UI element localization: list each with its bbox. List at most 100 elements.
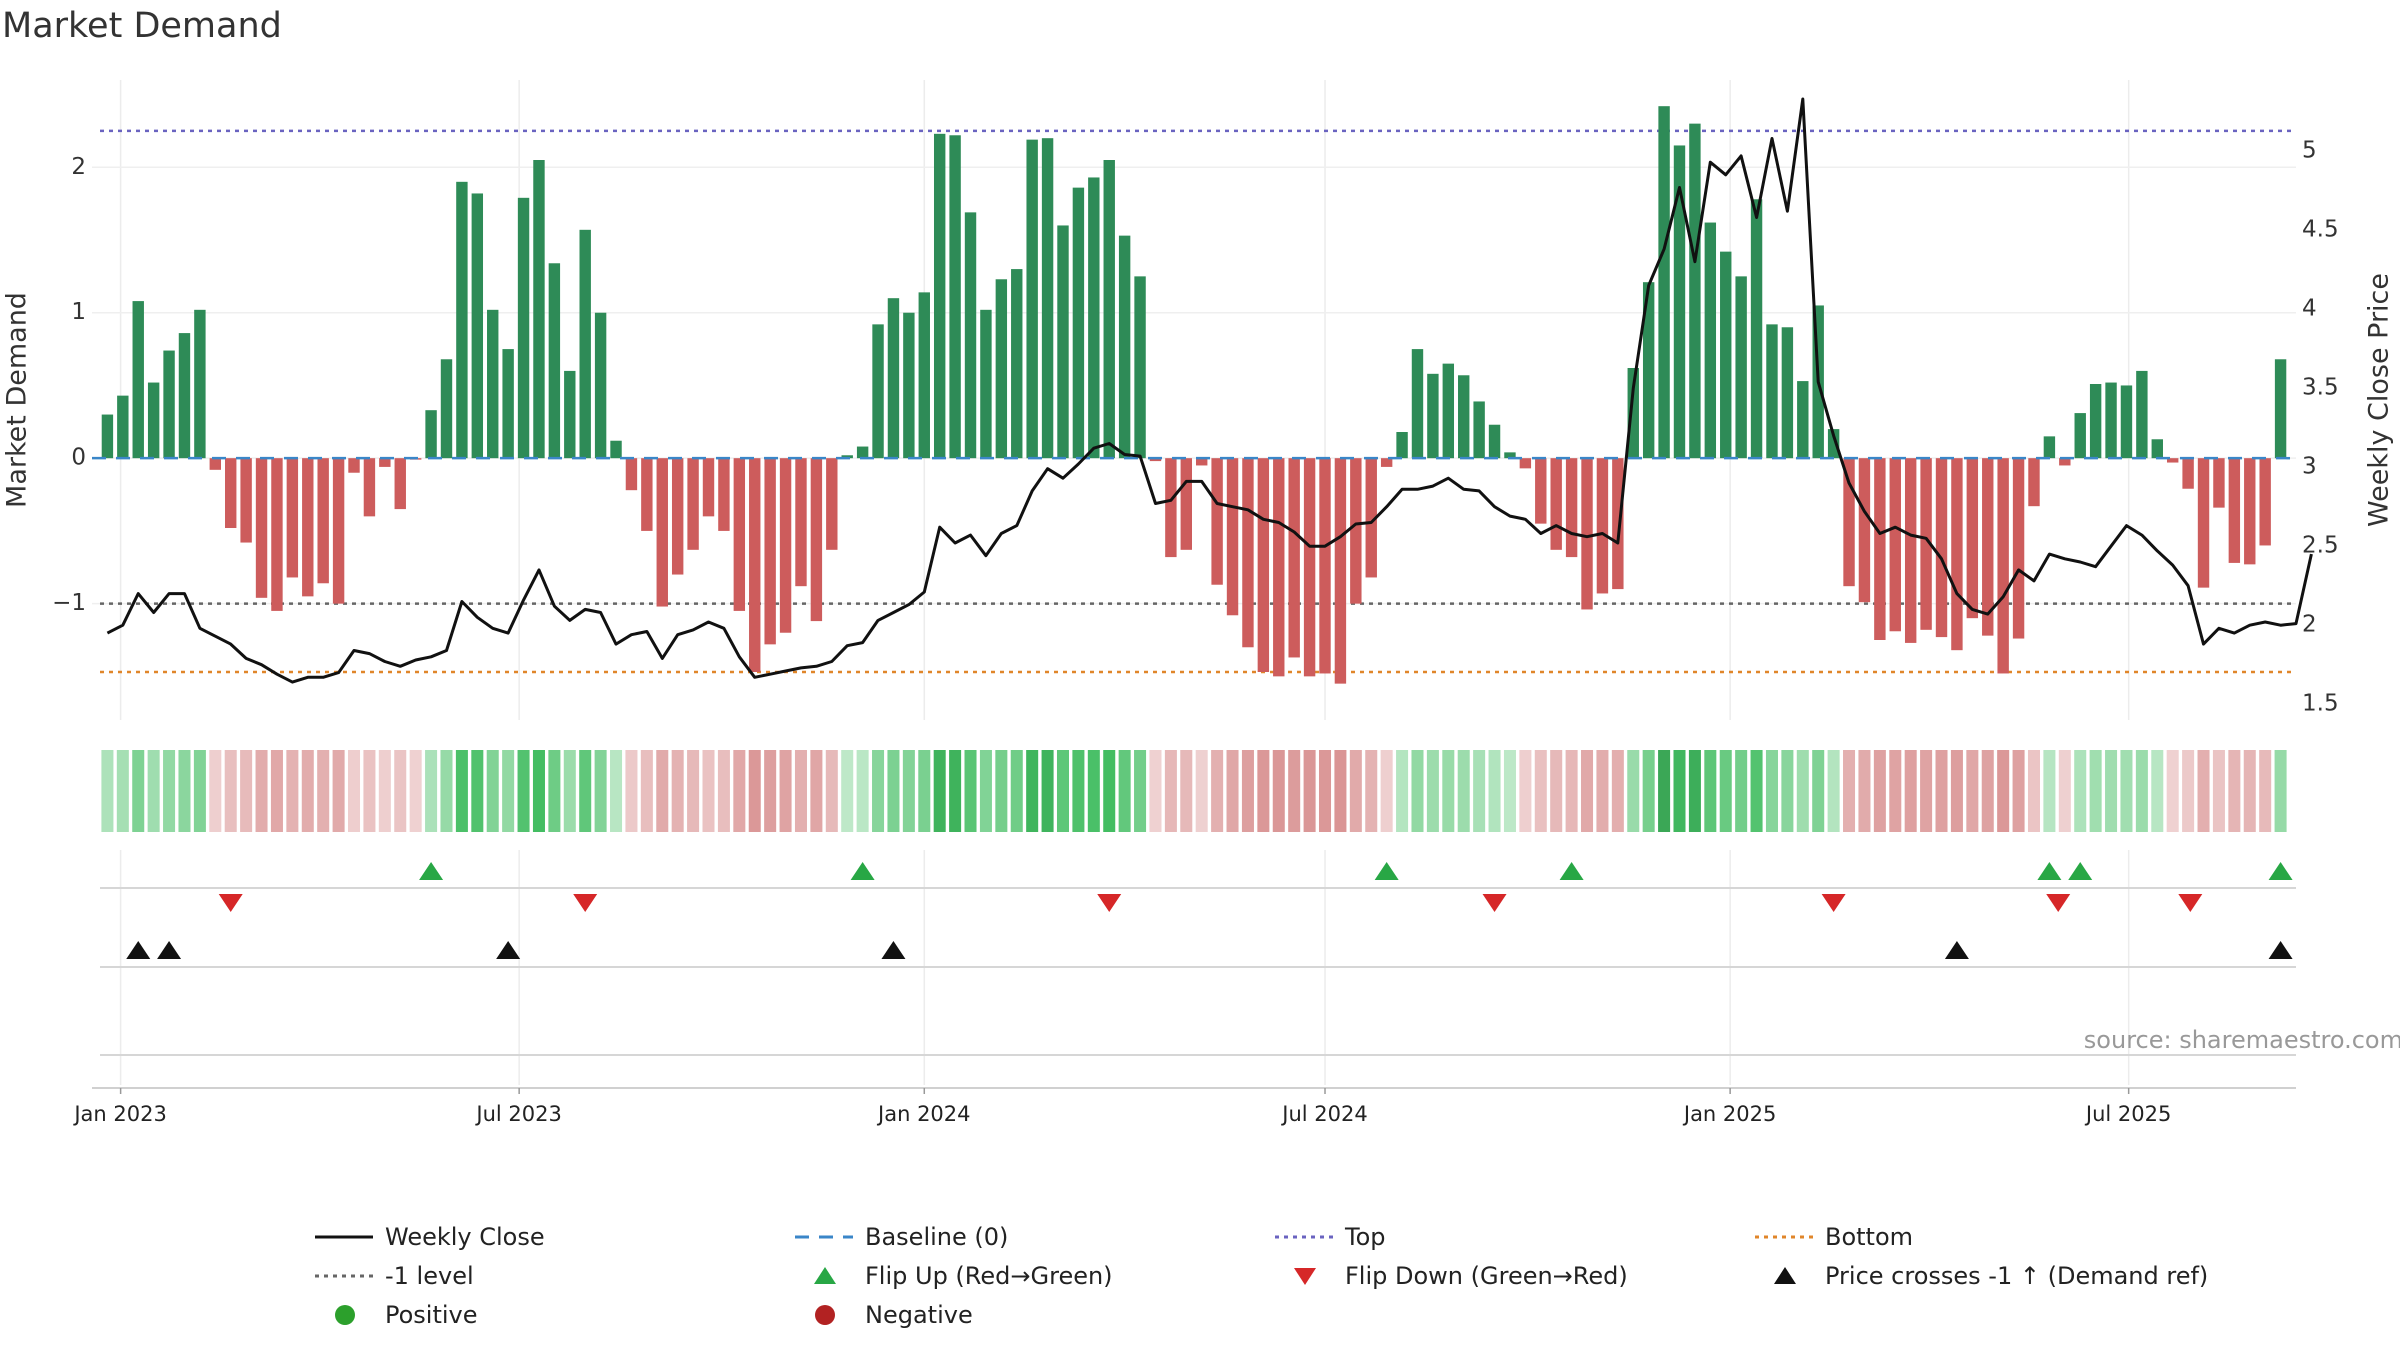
heat-strip bbox=[101, 750, 2286, 832]
demand-bar bbox=[657, 458, 668, 606]
strip-cell bbox=[1951, 750, 1963, 832]
strip-cell bbox=[1797, 750, 1809, 832]
strip-cell bbox=[1288, 750, 1300, 832]
strip-cell bbox=[980, 750, 992, 832]
demand-bar bbox=[425, 410, 436, 458]
demand-bar bbox=[734, 458, 745, 611]
demand-bar bbox=[287, 458, 298, 577]
reference-lines bbox=[100, 131, 2296, 672]
demand-bar bbox=[102, 415, 113, 459]
demand-bar bbox=[1705, 223, 1716, 459]
cross-marker bbox=[1945, 941, 1969, 959]
demand-bar bbox=[903, 313, 914, 458]
legend-label: -1 level bbox=[385, 1262, 474, 1290]
demand-bar bbox=[780, 458, 791, 633]
strip-cell bbox=[348, 750, 360, 832]
strip-cell bbox=[240, 750, 252, 832]
demand-bar bbox=[687, 458, 698, 550]
strip-cell bbox=[178, 750, 190, 832]
legend-label: Flip Up (Red→Green) bbox=[865, 1262, 1113, 1290]
demand-bar bbox=[580, 230, 591, 458]
demand-bar bbox=[1104, 160, 1115, 458]
demand-bar bbox=[2182, 458, 2193, 489]
strip-cell bbox=[1165, 750, 1177, 832]
strip-cell bbox=[2275, 750, 2287, 832]
strip-cell bbox=[148, 750, 160, 832]
left-tick-label: 2 bbox=[71, 154, 86, 180]
demand-bar bbox=[1458, 375, 1469, 458]
x-tick-label: Jan 2024 bbox=[876, 1102, 971, 1126]
flip-down-marker bbox=[573, 894, 597, 912]
demand-bar bbox=[1720, 252, 1731, 459]
strip-cell bbox=[934, 750, 946, 832]
strip-cell bbox=[456, 750, 468, 832]
demand-bar bbox=[1520, 458, 1531, 468]
demand-bar bbox=[441, 359, 452, 458]
price-line-group bbox=[107, 99, 2311, 682]
demand-bar bbox=[1073, 188, 1084, 459]
demand-bar bbox=[1612, 458, 1623, 589]
strip-cell bbox=[132, 750, 144, 832]
demand-bar bbox=[1242, 458, 1253, 647]
strip-cell bbox=[749, 750, 761, 832]
demand-bar bbox=[1381, 458, 1392, 467]
cross-marker bbox=[2269, 941, 2293, 959]
strip-cell bbox=[595, 750, 607, 832]
demand-bar bbox=[1658, 106, 1669, 458]
strip-cell bbox=[2182, 750, 2194, 832]
strip-cell bbox=[1858, 750, 1870, 832]
demand-bar bbox=[1689, 124, 1700, 459]
cross-marker bbox=[881, 941, 905, 959]
strip-cell bbox=[2244, 750, 2256, 832]
demand-bar bbox=[949, 135, 960, 458]
strip-cell bbox=[1026, 750, 1038, 832]
strip-cell bbox=[965, 750, 977, 832]
demand-bar bbox=[256, 458, 267, 598]
strip-cell bbox=[1843, 750, 1855, 832]
strip-cell bbox=[1088, 750, 1100, 832]
demand-bar bbox=[1119, 236, 1130, 459]
strip-cell bbox=[857, 750, 869, 832]
demand-bar bbox=[1905, 458, 1916, 643]
strip-cell bbox=[1149, 750, 1161, 832]
flip-up-marker bbox=[2037, 862, 2061, 880]
strip-cell bbox=[733, 750, 745, 832]
flip-down-marker bbox=[2046, 894, 2070, 912]
legend-label: Baseline (0) bbox=[865, 1223, 1008, 1251]
demand-bar bbox=[1026, 140, 1037, 459]
strip-cell bbox=[394, 750, 406, 832]
demand-bar bbox=[1412, 349, 1423, 458]
left-tick-label: 0 bbox=[71, 445, 86, 471]
legend-label: Price crosses -1 ↑ (Demand ref) bbox=[1825, 1262, 2208, 1290]
demand-bar bbox=[2198, 458, 2209, 587]
legend-label: Bottom bbox=[1825, 1223, 1913, 1251]
demand-bar bbox=[1011, 269, 1022, 458]
demand-bar bbox=[703, 458, 714, 516]
demand-bar bbox=[1319, 458, 1330, 673]
x-tick-label: Jan 2023 bbox=[72, 1102, 167, 1126]
demand-bar bbox=[2259, 458, 2270, 545]
demand-bar bbox=[1936, 458, 1947, 637]
strip-cell bbox=[1935, 750, 1947, 832]
strip-cell bbox=[656, 750, 668, 832]
strip-cell bbox=[1334, 750, 1346, 832]
strip-cell bbox=[256, 750, 268, 832]
demand-bar bbox=[1396, 432, 1407, 458]
demand-bar bbox=[472, 193, 483, 458]
demand-bar bbox=[980, 310, 991, 458]
strip-cell bbox=[1781, 750, 1793, 832]
demand-bar bbox=[1288, 458, 1299, 657]
demand-bar bbox=[148, 383, 159, 459]
strip-cell bbox=[1042, 750, 1054, 832]
demand-bar bbox=[1335, 458, 1346, 683]
strip-cell bbox=[363, 750, 375, 832]
strip-cell bbox=[887, 750, 899, 832]
demand-bar bbox=[2275, 359, 2286, 458]
demand-bar bbox=[1258, 458, 1269, 672]
cross-marker bbox=[126, 941, 150, 959]
strip-cell bbox=[1227, 750, 1239, 832]
demand-bar bbox=[2152, 439, 2163, 458]
